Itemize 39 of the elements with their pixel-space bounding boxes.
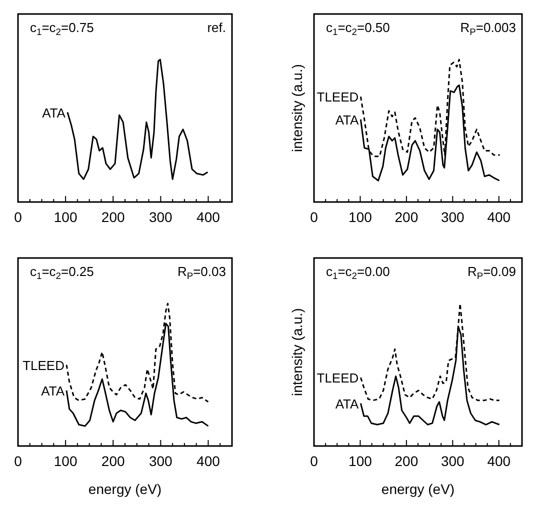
text: R$_{P}$=0.09 <box>467 264 516 281</box>
x-tick-label: 0 <box>14 209 22 225</box>
x-axis-title: energy (eV) <box>381 481 455 497</box>
series-label: ATA <box>42 105 66 120</box>
text: c$_{1}$=c$_{2}$=0.00 <box>326 264 390 281</box>
x-tick-label: 0 <box>310 209 318 225</box>
x-tick-label: 0 <box>310 453 318 469</box>
series-label: TLEED <box>316 90 359 105</box>
x-tick-label: 200 <box>394 453 418 469</box>
x-tick-label: 200 <box>101 453 126 469</box>
x-axis-title: energy (eV) <box>88 481 162 497</box>
text: c$_{1}$=c$_{2}$=0.50 <box>326 20 390 37</box>
x-tick-label: 100 <box>54 453 78 469</box>
series-label: ATA <box>41 383 65 398</box>
x-tick-label: 400 <box>487 209 511 225</box>
x-tick-label: 300 <box>148 209 173 225</box>
text: c$_{1}$=c$_{2}$=0.25 <box>30 264 94 281</box>
x-tick-label: 0 <box>14 453 22 469</box>
text: R$_{P}$=0.03 <box>177 264 226 281</box>
text: ref. <box>207 20 226 35</box>
x-tick-label: 100 <box>348 453 372 469</box>
x-tick-label: 200 <box>394 209 418 225</box>
y-axis-title: intensity (a.u.) <box>289 308 305 396</box>
series-label: ATA <box>335 112 360 128</box>
y-axis-title: intensity (a.u.) <box>289 64 305 152</box>
x-tick-label: 300 <box>440 453 465 469</box>
text: c$_{1}$=c$_{2}$=0.75 <box>30 20 94 37</box>
series-label: TLEED <box>22 358 65 373</box>
x-tick-label: 200 <box>101 209 126 225</box>
x-tick-label: 400 <box>487 453 511 469</box>
text: R$_{P}$=0.003 <box>460 20 516 37</box>
x-tick-label: 400 <box>196 453 220 469</box>
series-label: ATA <box>335 396 360 412</box>
x-tick-label: 100 <box>54 209 78 225</box>
series-label: TLEED <box>316 370 359 386</box>
x-tick-label: 300 <box>148 453 173 469</box>
x-tick-label: 400 <box>196 209 220 225</box>
x-tick-label: 300 <box>440 209 465 225</box>
x-tick-label: 100 <box>348 209 372 225</box>
